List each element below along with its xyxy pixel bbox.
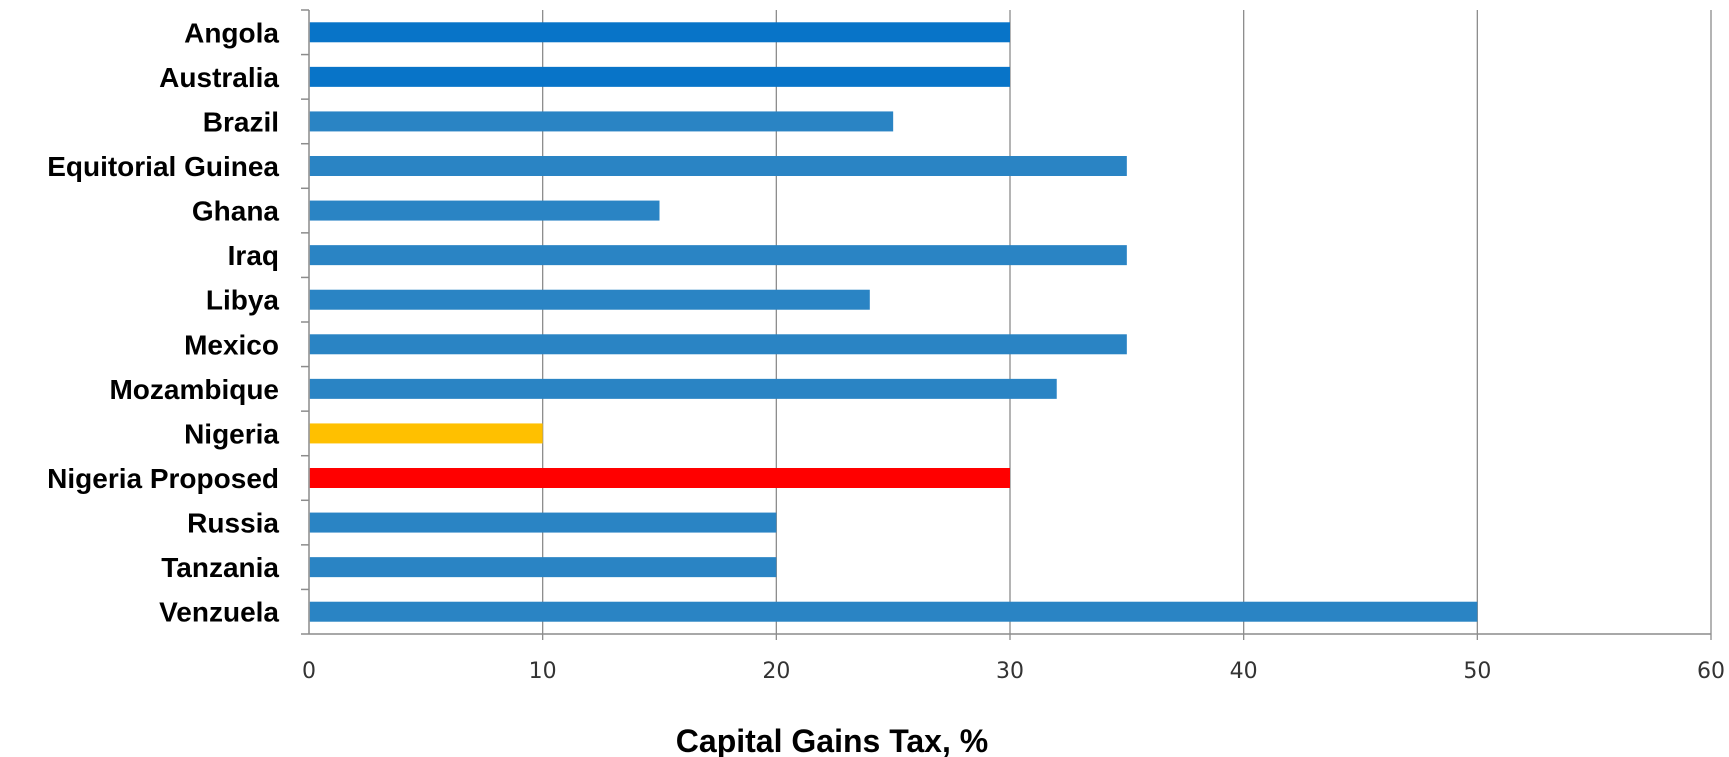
- category-label-10: Nigeria Proposed: [47, 463, 279, 494]
- x-tick-label-5: 50: [1463, 659, 1491, 684]
- bar-3: [309, 156, 1127, 176]
- category-labels: Angola Australia Brazil Equitorial Guinea Gh…: [47, 17, 279, 627]
- category-label-1: Australia: [159, 62, 279, 93]
- x-tick-label-1: 10: [529, 659, 557, 684]
- bar-5: [309, 245, 1127, 266]
- category-label-6: Libya: [206, 285, 280, 316]
- bar-9: [309, 423, 543, 444]
- x-axis-title: Capital Gains Tax, %: [676, 723, 988, 757]
- bar-11: [309, 512, 777, 533]
- bar-4: [309, 200, 660, 221]
- category-label-11: Russia: [187, 508, 279, 539]
- x-tick-label-4: 40: [1230, 659, 1258, 684]
- bar-10: [309, 468, 1010, 488]
- category-label-9: Nigeria: [184, 418, 279, 449]
- axes: [301, 9, 1711, 635]
- gridlines: [542, 10, 1712, 640]
- bar-6: [309, 289, 870, 310]
- bars: [309, 22, 1478, 622]
- bar-13: [309, 601, 1478, 622]
- category-label-0: Angola: [184, 17, 279, 48]
- category-label-7: Mexico: [184, 329, 279, 360]
- bar-8: [309, 378, 1057, 399]
- category-label-12: Tanzania: [161, 552, 279, 583]
- bar-0: [309, 22, 1010, 43]
- category-label-2: Brazil: [203, 106, 279, 137]
- category-label-8: Mozambique: [109, 374, 279, 405]
- x-tick-label-6: 60: [1697, 659, 1725, 684]
- x-tick-label-0: 0: [302, 659, 316, 684]
- bar-1: [309, 66, 1010, 87]
- category-label-3: Equitorial Guinea: [47, 151, 279, 182]
- x-tick-label-3: 30: [996, 659, 1024, 684]
- category-label-5: Iraq: [228, 240, 279, 271]
- bar-2: [309, 111, 894, 132]
- bar-7: [309, 334, 1127, 355]
- category-label-13: Venzuela: [159, 597, 279, 628]
- category-label-4: Ghana: [192, 196, 280, 227]
- x-tick-labels: 0 10 20 30 40 50 60: [302, 659, 1725, 684]
- x-tick-label-2: 20: [762, 659, 790, 684]
- bar-12: [309, 557, 777, 578]
